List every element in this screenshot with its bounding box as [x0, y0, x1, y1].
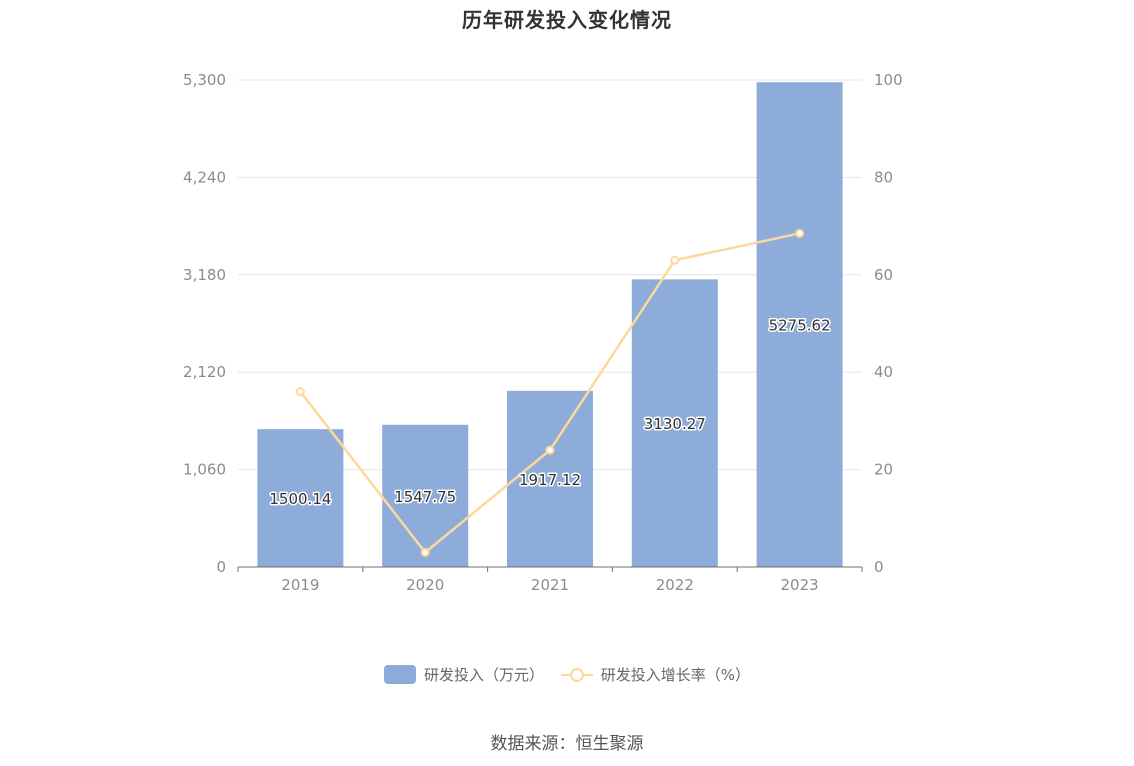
data-labels: 1500.14 1547.75 1917.12 3130.27 5275.62 — [268, 315, 832, 509]
legend-bar-swatch — [383, 665, 416, 684]
bar — [382, 424, 469, 567]
chart-title: 历年研发投入变化情况 — [462, 8, 672, 32]
bar — [631, 279, 718, 567]
legend: 研发投入（万元） 研发投入增长率（%） — [0, 664, 1134, 685]
legend-bar-label: 研发投入（万元） — [423, 666, 544, 684]
legend-line-label: 研发投入增长率（%） — [600, 666, 751, 684]
x-tick-label: 2023 — [781, 576, 819, 594]
line-point — [545, 445, 555, 455]
legend-item-bar[interactable]: 研发投入（万元） — [383, 664, 544, 685]
y-left-tick-label: 3,180 — [183, 266, 226, 284]
bar-series — [257, 82, 843, 567]
bar — [756, 82, 843, 567]
data-source: 数据来源：恒生聚源 — [490, 734, 644, 754]
bar-data-label: 1917.12 — [519, 471, 581, 489]
bar-data-label: 3130.27 — [644, 415, 706, 433]
y-right-tick-label: 0 — [874, 558, 884, 576]
x-tick-label: 2019 — [281, 576, 319, 594]
y-right-tick-label: 80 — [874, 168, 893, 186]
y-right-tick-label: 60 — [874, 266, 893, 284]
x-tick-label: 2022 — [656, 576, 694, 594]
y-right-tick-label: 20 — [874, 461, 893, 479]
x-tick-label: 2021 — [531, 576, 569, 594]
bar-data-label: 1547.75 — [394, 488, 456, 506]
line-point — [795, 228, 805, 238]
legend-line-swatch — [560, 665, 593, 684]
x-tick-label: 2020 — [406, 576, 444, 594]
y-right-tick-label: 100 — [874, 71, 903, 89]
y-left-tick-label: 5,300 — [183, 71, 226, 89]
bar-data-label: 5275.62 — [769, 317, 831, 335]
y-right-tick-label: 40 — [874, 363, 893, 381]
line-point — [420, 547, 430, 557]
y-left-tick-label: 0 — [216, 558, 226, 576]
y-left-tick-label: 2,120 — [183, 363, 226, 381]
line-series — [295, 228, 805, 557]
y-left-tick-label: 1,060 — [183, 461, 226, 479]
y-left-tick-label: 4,240 — [183, 168, 226, 186]
bar-data-label: 1500.14 — [269, 490, 331, 508]
line-point — [295, 387, 305, 397]
bar — [507, 390, 593, 567]
line-point — [670, 255, 680, 265]
bar — [257, 429, 344, 567]
legend-item-line[interactable]: 研发投入增长率（%） — [560, 664, 751, 685]
axes: 0 1,060 2,120 3,180 4,240 5,300 0 20 40 60 80 100 20… — [183, 71, 903, 594]
